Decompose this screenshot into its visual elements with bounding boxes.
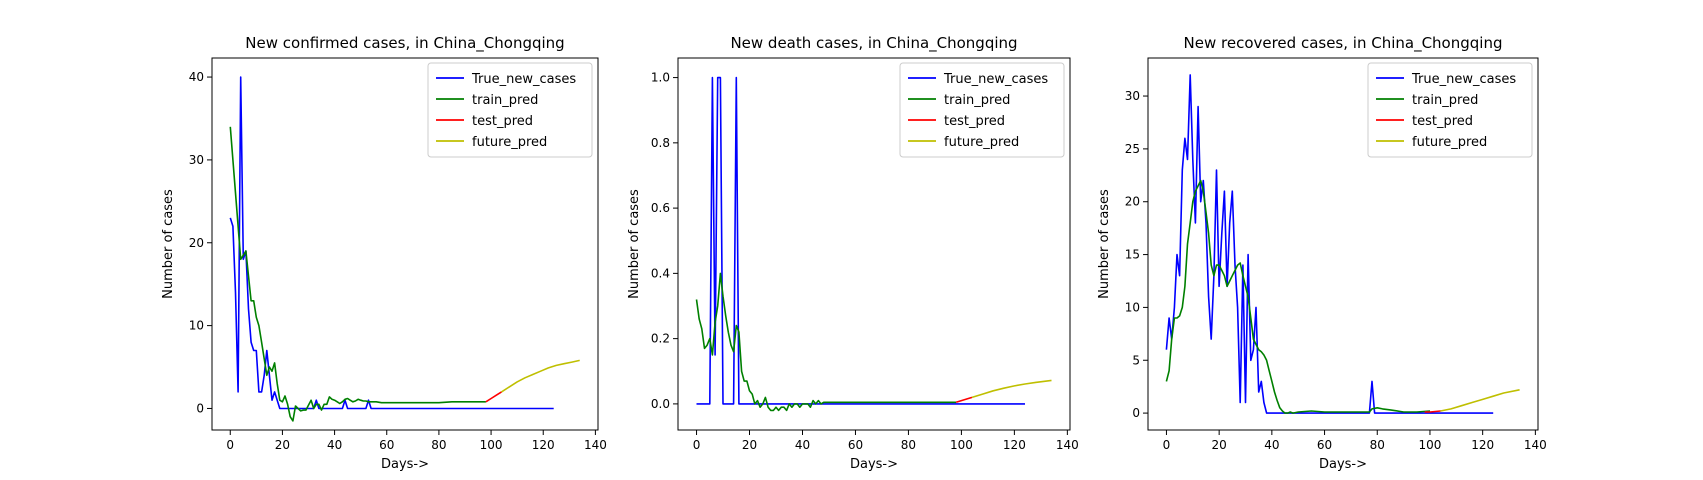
y-tick-label: 15 — [1125, 248, 1140, 262]
legend-label: train_pred — [944, 93, 1010, 108]
legend-box — [1367, 62, 1533, 158]
legend-box — [427, 62, 593, 158]
x-tick-label: 100 — [1419, 438, 1442, 452]
legend-box — [899, 62, 1065, 158]
x-tick-label: 140 — [1524, 438, 1547, 452]
legend-label: test_pred — [472, 114, 533, 129]
legend: True_new_cases train_pred test_pred future_… — [427, 62, 593, 158]
y-tick-label: 0.2 — [651, 332, 670, 346]
series-line-future-pred — [501, 359, 580, 393]
plot-frame — [677, 57, 1071, 431]
y-tick-label: 0.6 — [651, 201, 670, 215]
series-line-true-new-cases — [1165, 74, 1494, 414]
y-tick-label: 0 — [196, 401, 204, 415]
x-tick-label: 40 — [1264, 438, 1279, 452]
legend-label: True_new_cases — [943, 72, 1048, 87]
plot-frame — [1147, 57, 1539, 431]
x-tick-label: 20 — [742, 438, 757, 452]
legend: True_new_cases train_pred test_pred future_… — [899, 62, 1065, 158]
x-tick-label: 80 — [1370, 438, 1385, 452]
x-axis-label: Days-> — [381, 457, 429, 472]
y-tick-label: 30 — [189, 153, 204, 167]
x-tick-label: 60 — [379, 438, 394, 452]
legend-label: test_pred — [944, 114, 1005, 129]
x-tick-label: 120 — [532, 438, 555, 452]
x-tick-label: 140 — [584, 438, 607, 452]
chart-title: New death cases, in China_Chongqing — [730, 34, 1017, 53]
series-line-test-pred — [955, 396, 973, 404]
x-tick-label: 60 — [848, 438, 863, 452]
series-line-true-new-cases — [229, 76, 554, 410]
y-tick-label: 40 — [189, 70, 204, 84]
legend-label: train_pred — [472, 93, 538, 108]
x-tick-label: 0 — [693, 438, 701, 452]
series-line-train-pred — [1165, 179, 1431, 414]
y-tick-label: 10 — [189, 319, 204, 333]
legend-label: future_pred — [1412, 135, 1487, 150]
y-tick-label: 0.8 — [651, 136, 670, 150]
y-axis-label: Number of cases — [161, 189, 176, 299]
x-tick-label: 80 — [431, 438, 446, 452]
y-axis-label: Number of cases — [627, 189, 642, 299]
series-line-test-pred — [1424, 410, 1441, 413]
x-tick-label: 0 — [226, 438, 234, 452]
chart-title: New recovered cases, in China_Chongqing — [1184, 34, 1503, 53]
y-tick-label: 20 — [1125, 195, 1140, 209]
x-axis-label: Days-> — [1319, 457, 1367, 472]
x-tick-label: 120 — [1003, 438, 1026, 452]
x-tick-label: 120 — [1471, 438, 1494, 452]
y-tick-label: 30 — [1125, 89, 1140, 103]
y-tick-label: 10 — [1125, 300, 1140, 314]
y-tick-label: 5 — [1132, 353, 1140, 367]
x-tick-label: 80 — [901, 438, 916, 452]
chart-panel-2: 0 20 40 60 80 100 120 140 0.0 0.2 0.4 0.6 0.8 1.0 New … — [627, 34, 1079, 472]
series-line-future-pred — [1440, 389, 1520, 412]
y-tick-label: 0.0 — [651, 397, 670, 411]
legend-label: future_pred — [472, 135, 547, 150]
x-tick-label: 20 — [1212, 438, 1227, 452]
x-tick-label: 100 — [480, 438, 503, 452]
y-axis-label: Number of cases — [1097, 189, 1112, 299]
x-tick-label: 100 — [950, 438, 973, 452]
x-axis-label: Days-> — [850, 457, 898, 472]
x-tick-label: 20 — [275, 438, 290, 452]
y-tick-label: 0.4 — [651, 266, 670, 280]
series-line-test-pred — [485, 391, 502, 403]
y-tick-label: 1.0 — [651, 71, 670, 85]
x-tick-label: 60 — [1317, 438, 1332, 452]
chart-panel-3: 0 20 40 60 80 100 120 140 0 5 10 15 20 25 30 New recove… — [1097, 34, 1547, 472]
plot-frame — [211, 57, 599, 431]
chart-panel-1: 0 20 40 60 80 100 120 140 0 10 20 30 40 New confirmed… — [161, 34, 607, 472]
legend: True_new_cases train_pred test_pred future_… — [1367, 62, 1533, 158]
legend-label: True_new_cases — [1411, 72, 1516, 87]
y-tick-label: 0 — [1132, 406, 1140, 420]
series-line-train-pred — [695, 272, 957, 412]
x-tick-label: 40 — [327, 438, 342, 452]
legend-label: train_pred — [1412, 93, 1478, 108]
x-tick-label: 40 — [795, 438, 810, 452]
series-line-future-pred — [971, 379, 1052, 399]
x-tick-label: 0 — [1163, 438, 1171, 452]
legend-label: test_pred — [1412, 114, 1473, 129]
chart-title: New confirmed cases, in China_Chongqing — [245, 34, 564, 53]
series-line-true-new-cases — [696, 76, 1025, 405]
x-tick-label: 140 — [1056, 438, 1079, 452]
y-tick-label: 25 — [1125, 142, 1140, 156]
legend-label: future_pred — [944, 135, 1019, 150]
y-tick-label: 20 — [189, 236, 204, 250]
legend-label: True_new_cases — [471, 72, 576, 87]
series-line-train-pred — [229, 126, 486, 422]
